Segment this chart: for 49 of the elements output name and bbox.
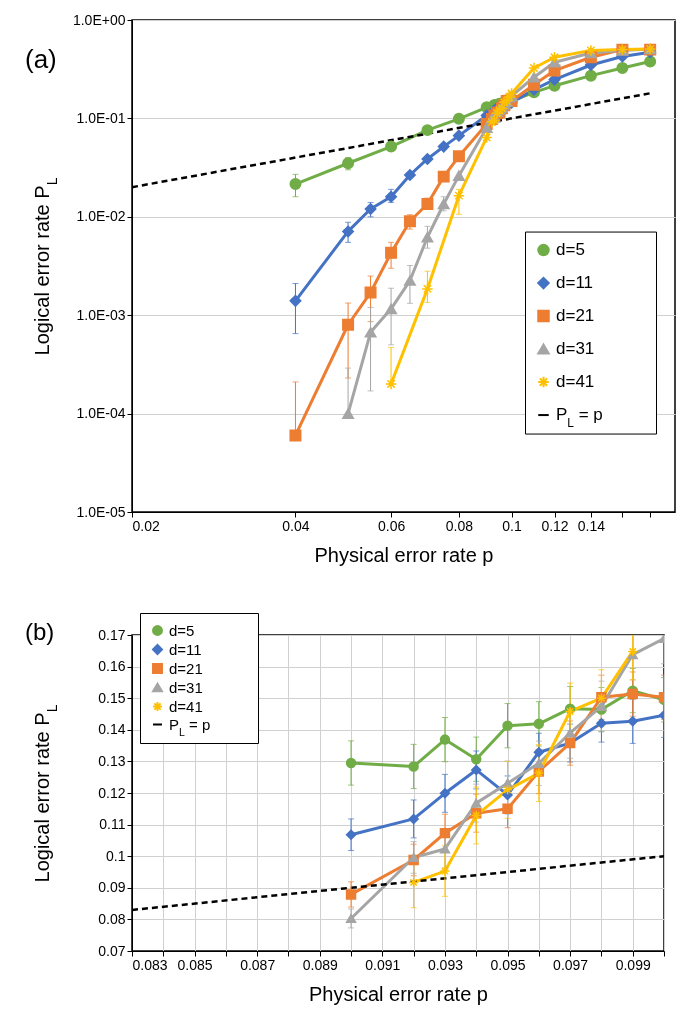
y-tick-label: 0.07 bbox=[98, 942, 126, 959]
y-tick-label: 1.0E-01 bbox=[76, 109, 126, 126]
y-tick-label: 1.0E-03 bbox=[76, 306, 126, 323]
y-tick-label: 1.0E+00 bbox=[72, 11, 126, 28]
legend-label: d=21 bbox=[556, 306, 595, 326]
legend-label: d=21 bbox=[169, 659, 203, 677]
text: (b) bbox=[25, 618, 55, 645]
y-tick-label: 0.15 bbox=[98, 689, 126, 706]
x-tick-label: 0.085 bbox=[177, 956, 213, 973]
y-tick-label: 1.0E-02 bbox=[76, 208, 126, 225]
y-tick-label: 0.14 bbox=[98, 721, 126, 738]
y-tick-label: 0.12 bbox=[98, 784, 126, 801]
x-tick-label: 0.06 bbox=[377, 517, 406, 534]
x-tick-label: 0.097 bbox=[553, 956, 589, 973]
legend-label: d=11 bbox=[556, 273, 594, 293]
legend-label: d=11 bbox=[169, 640, 202, 658]
legend-label: d=31 bbox=[556, 339, 595, 359]
x-tick-label: 0.02 bbox=[132, 517, 160, 534]
x-tick-label: 0.14 bbox=[577, 517, 606, 534]
x-tick-label: 0.1 bbox=[502, 517, 522, 534]
y-tick-label: 0.08 bbox=[98, 910, 126, 927]
legend-label: d=5 bbox=[556, 240, 585, 260]
y-tick-label: 0.11 bbox=[99, 816, 126, 833]
x-axis-title: Physical error rate p bbox=[314, 543, 494, 566]
legend-label: d=41 bbox=[556, 372, 595, 392]
x-tick-label: 0.08 bbox=[445, 517, 474, 534]
x-tick-label: 0.04 bbox=[282, 517, 310, 534]
y-tick-label: 1.0E-05 bbox=[76, 503, 126, 520]
text: (a) bbox=[25, 44, 57, 74]
y-tick-label: 0.13 bbox=[98, 752, 126, 769]
y-tick-label: 1.0E-04 bbox=[76, 405, 126, 422]
legend-label: d=5 bbox=[169, 621, 195, 639]
legend-label: d=41 bbox=[169, 697, 203, 715]
x-tick-label: 0.099 bbox=[615, 956, 651, 973]
x-tick-label: 0.083 bbox=[132, 956, 168, 973]
x-tick-label: 0.095 bbox=[490, 956, 526, 973]
x-tick-label: 0.087 bbox=[240, 956, 276, 973]
x-tick-label: 0.093 bbox=[427, 956, 464, 973]
x-axis-title: Physical error rate p bbox=[309, 982, 488, 1005]
x-tick-label: 0.091 bbox=[365, 956, 401, 973]
legend-label: P$_{L}$ = p bbox=[556, 405, 603, 431]
legend-label: P$_{L}$ = p bbox=[169, 715, 211, 738]
x-tick-label: 0.12 bbox=[541, 517, 569, 534]
y-tick-label: 0.16 bbox=[98, 658, 126, 675]
x-tick-label: 0.089 bbox=[302, 956, 338, 973]
y-tick-label: 0.1 bbox=[106, 847, 126, 864]
y-tick-label: 0.09 bbox=[98, 879, 126, 896]
y-tick-label: 0.17 bbox=[98, 626, 126, 643]
legend-label: d=31 bbox=[169, 678, 203, 696]
